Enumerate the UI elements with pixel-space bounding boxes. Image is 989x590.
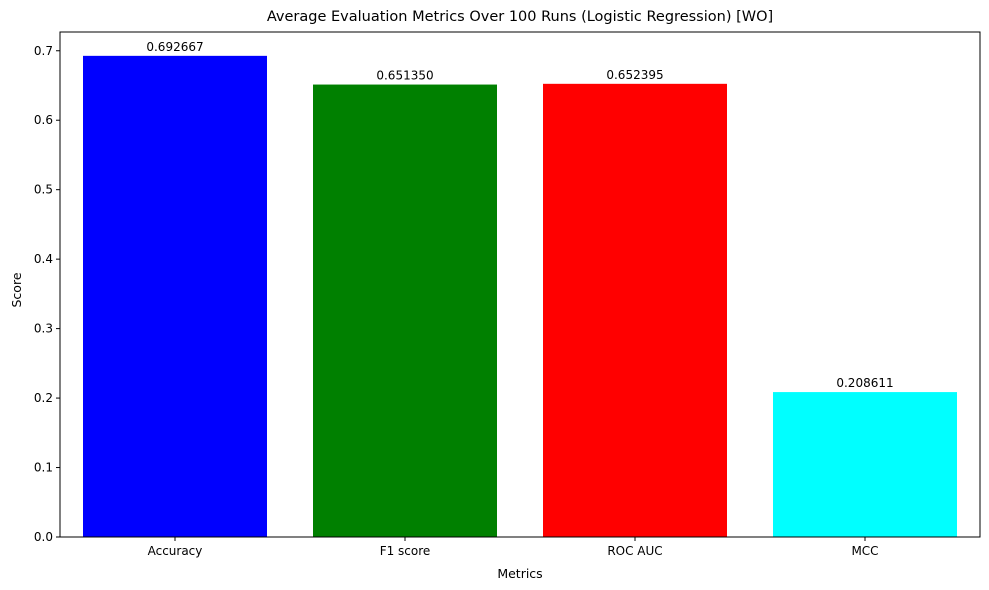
y-tick-label: 0.0 xyxy=(34,530,53,544)
chart-title: Average Evaluation Metrics Over 100 Runs… xyxy=(267,9,773,25)
plot-area: 0.692667 Accuracy 0.651350 F1 score 0.652395… xyxy=(34,31,981,558)
bar xyxy=(543,83,727,537)
y-tick-label: 0.5 xyxy=(34,183,53,197)
x-tick-label: ROC AUC xyxy=(607,544,662,558)
data-label: 0.208611 xyxy=(836,376,893,390)
data-label: 0.651350 xyxy=(376,69,433,83)
y-tick-label: 0.2 xyxy=(34,391,53,405)
y-tick-label: 0.1 xyxy=(34,461,53,475)
bar xyxy=(83,55,267,537)
x-axis-label: Metrics xyxy=(497,566,542,581)
y-tick-label: 0.6 xyxy=(34,113,53,127)
y-axis-label: Score xyxy=(9,272,24,307)
x-tick-label: MCC xyxy=(851,544,878,558)
data-label: 0.692667 xyxy=(146,40,203,54)
y-tick-label: 0.7 xyxy=(34,44,53,58)
y-tick-label: 0.3 xyxy=(34,322,53,336)
x-tick-label: F1 score xyxy=(380,544,431,558)
y-tick-label: 0.4 xyxy=(34,252,53,266)
bar xyxy=(773,392,957,537)
bar xyxy=(313,84,497,538)
axes-frame xyxy=(59,31,981,538)
data-label: 0.652395 xyxy=(606,68,663,82)
x-tick-label: Accuracy xyxy=(148,544,203,558)
